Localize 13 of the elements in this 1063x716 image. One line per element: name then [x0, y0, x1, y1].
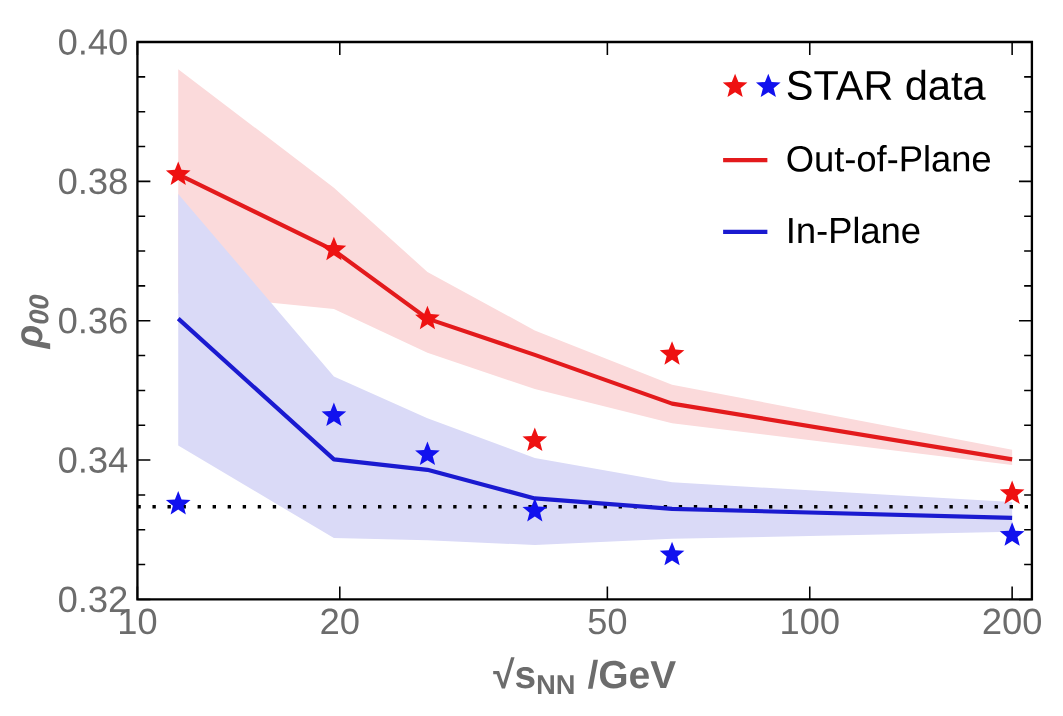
- y-tick-label: 0.34: [59, 447, 128, 473]
- legend-label: Out-of-Plane: [787, 145, 990, 172]
- x-tick-label: 20: [321, 608, 359, 635]
- y-tick-label: 0.36: [59, 307, 127, 334]
- x-tick-label: 100: [782, 608, 839, 635]
- legend-label: STAR data: [787, 69, 986, 101]
- x-tick-label: 50: [588, 608, 627, 635]
- legend-label: In-Plane: [789, 216, 920, 244]
- y-tick-label: 0.38: [59, 168, 127, 195]
- x-axis-title: √s$_{NN}$ /GeV: [493, 657, 676, 694]
- x-tick-label: 200: [983, 608, 1041, 635]
- y-tick-label: 0.40: [59, 29, 127, 55]
- y-axis-title: ρ$_{00}$: [21, 294, 51, 350]
